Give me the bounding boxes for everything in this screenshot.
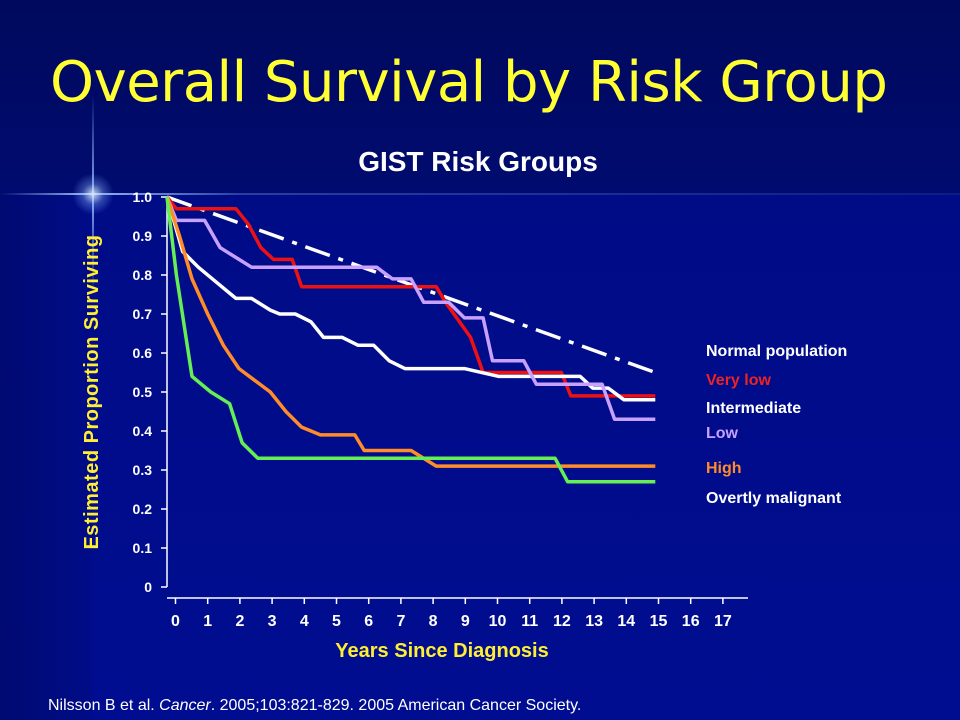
- slide-title: Overall Survival by Risk Group: [50, 50, 888, 115]
- legend-label-overtly-malignant: Overtly malignant: [706, 490, 842, 507]
- citation: Nilsson B et al. Cancer. 2005;103:821-82…: [48, 697, 581, 715]
- series-line-overtly-malignant: [165, 196, 656, 484]
- series-line-low: [165, 196, 656, 422]
- x-axis-label: Years Since Diagnosis: [335, 640, 549, 662]
- y-tick-label: 0.6: [133, 345, 153, 361]
- y-tick-label: 0: [144, 579, 152, 595]
- x-tick-label: 0: [171, 613, 180, 630]
- x-tick-label: 12: [553, 613, 571, 630]
- y-tick-label: 0.9: [133, 228, 153, 244]
- x-tick-label: 17: [714, 613, 732, 630]
- light-flare-horizontal: [0, 193, 960, 195]
- legend-label-normal-population: Normal population: [706, 343, 847, 360]
- series-line-normal-population: [166, 195, 656, 375]
- citation-authors: Nilsson B et al.: [48, 697, 160, 714]
- x-tick-label: 2: [235, 613, 244, 630]
- x-tick-label: 1: [203, 613, 212, 630]
- citation-journal: Cancer: [159, 697, 211, 714]
- y-tick-label: 0.5: [133, 384, 153, 400]
- chart-series: [165, 195, 656, 484]
- y-tick-label: 0.4: [133, 423, 153, 439]
- x-tick-label: 14: [617, 613, 635, 630]
- x-tick-label: 10: [489, 613, 507, 630]
- series-line-very-low: [165, 195, 656, 398]
- y-tick-label: 0.3: [133, 462, 153, 478]
- x-tick-label: 7: [396, 613, 405, 630]
- x-tick-label: 8: [429, 613, 438, 630]
- legend-label-low: Low: [706, 425, 739, 442]
- x-tick-label: 13: [585, 613, 603, 630]
- x-tick-label: 11: [521, 613, 538, 630]
- chart-legend: Normal population Very low Intermediate Low…: [706, 343, 847, 507]
- x-tick-label: 15: [650, 613, 668, 630]
- y-tick-label: 0.2: [133, 501, 153, 517]
- x-tick-label: 4: [300, 613, 309, 630]
- x-tick-label: 5: [332, 613, 341, 630]
- legend-label-intermediate: Intermediate: [706, 400, 801, 417]
- y-tick-label: 0.8: [133, 267, 153, 283]
- x-tick-label: 9: [461, 613, 470, 630]
- legend-label-high: High: [706, 460, 742, 477]
- chart-axes: 00.10.20.30.40.50.60.70.80.91.00 1 2 3 4 5 6 7 8…: [133, 189, 748, 630]
- series-line-high: [165, 196, 656, 468]
- slide-header-background: [0, 0, 960, 195]
- y-tick-label: 1.0: [133, 189, 153, 205]
- light-flare-glow: [72, 173, 114, 215]
- x-tick-label: 3: [268, 613, 277, 630]
- chart-title: GIST Risk Groups: [358, 146, 598, 177]
- x-tick-label: 16: [682, 613, 700, 630]
- citation-details: . 2005;103:821-829. 2005 American Cancer…: [210, 697, 582, 714]
- series-line-intermediate: [165, 196, 656, 402]
- slide-left-band: [0, 195, 92, 720]
- y-tick-label: 0.7: [133, 306, 153, 322]
- legend-label-very-low: Very low: [706, 372, 771, 389]
- x-tick-label: 6: [364, 613, 373, 630]
- y-tick-label: 0.1: [133, 540, 153, 556]
